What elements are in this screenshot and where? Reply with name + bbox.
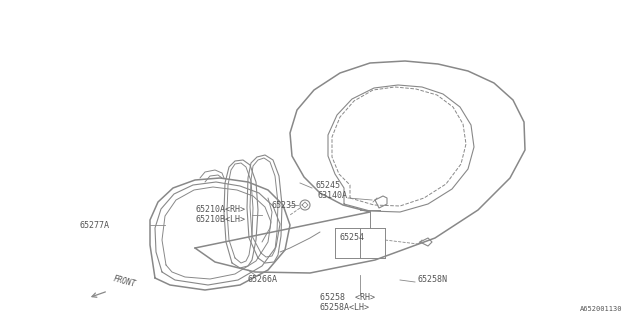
Text: 65210A<RH>: 65210A<RH> [195,205,245,214]
Text: A652001130: A652001130 [579,306,622,312]
Text: FRONT: FRONT [112,274,137,289]
Text: 65266A: 65266A [248,276,278,284]
Text: 63140A: 63140A [318,190,348,199]
Text: 65245: 65245 [315,181,340,190]
Text: 65258  <RH>: 65258 <RH> [320,293,375,302]
Text: 65254: 65254 [340,234,365,243]
Text: 65235: 65235 [272,201,297,210]
Text: 65258A<LH>: 65258A<LH> [320,302,370,311]
Text: 65210B<LH>: 65210B<LH> [195,215,245,225]
Text: 65258N: 65258N [418,276,448,284]
Text: 65277A: 65277A [80,220,110,229]
